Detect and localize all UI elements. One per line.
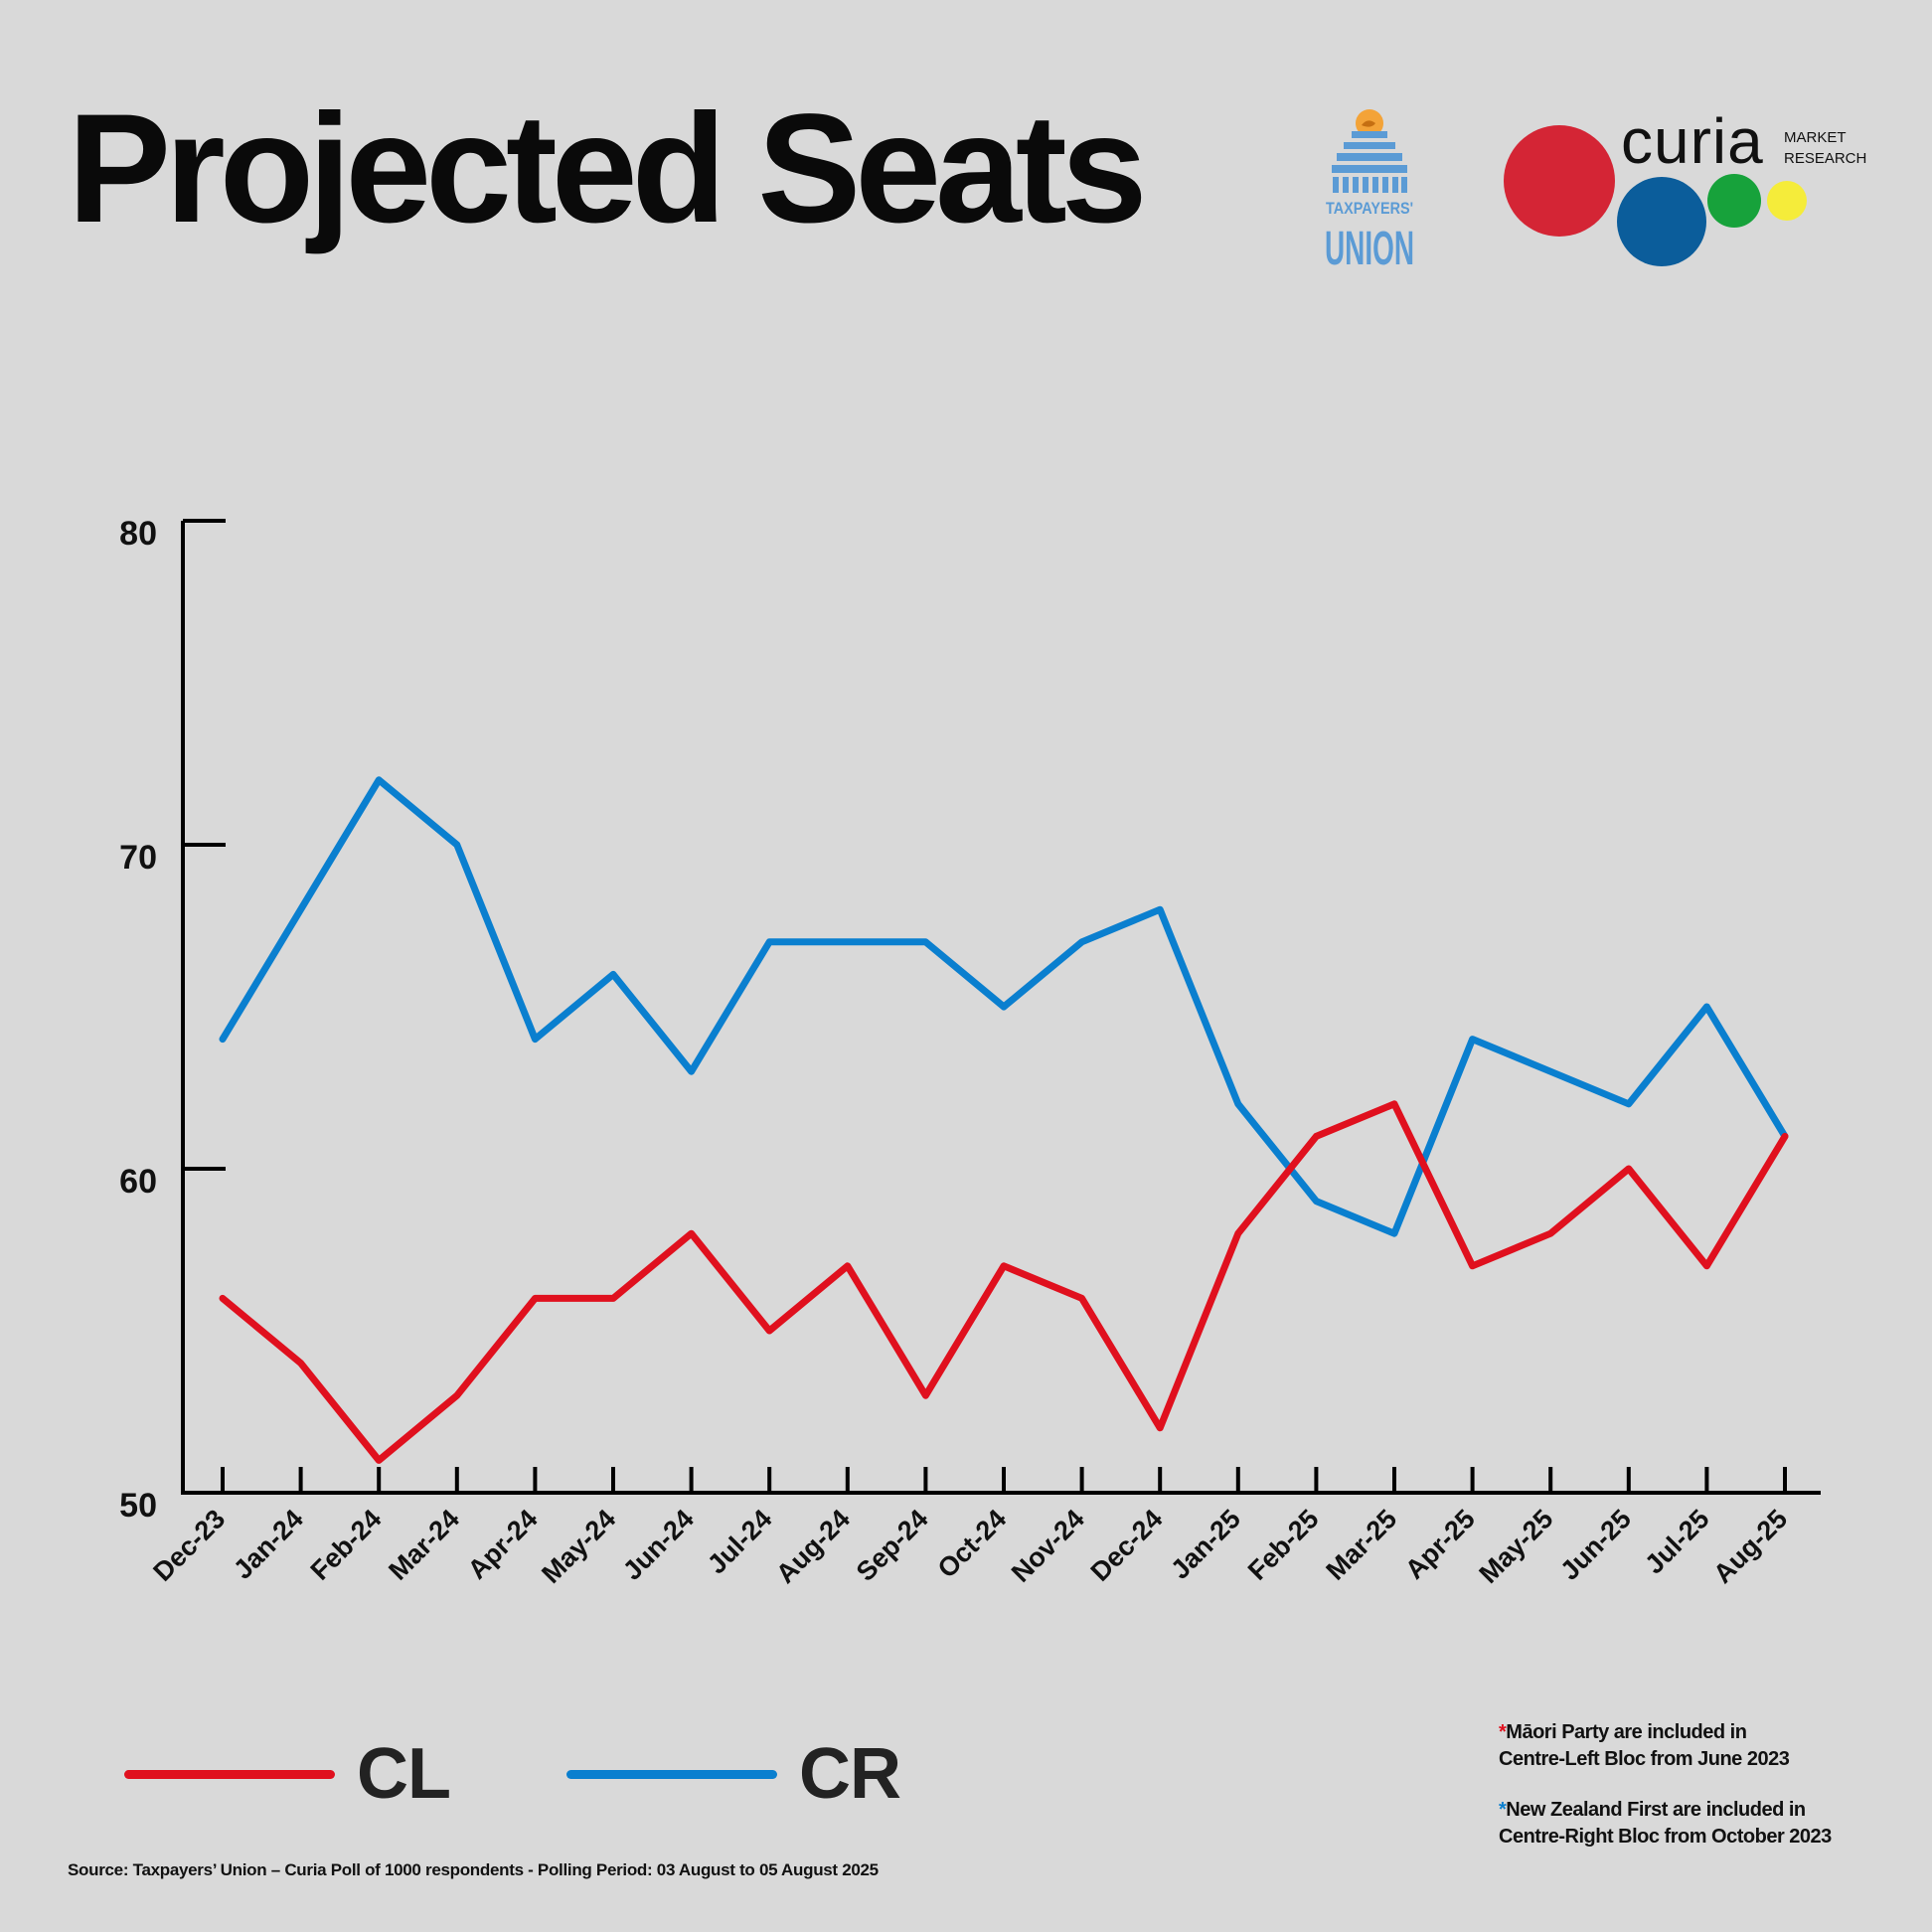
taxpayers-union-logo: TAXPAYERS' UNION: [1325, 109, 1414, 274]
x-tick-label: Dec-24: [1085, 1504, 1169, 1587]
x-tick-label: Feb-24: [305, 1504, 388, 1586]
x-tick-label: Apr-24: [462, 1504, 544, 1585]
x-tick-label: Oct-24: [932, 1504, 1013, 1584]
y-tick-label: 80: [119, 515, 157, 553]
legend-item-cr: CR: [566, 1729, 901, 1819]
source-note: Source: Taxpayers’ Union – Curia Poll of…: [68, 1860, 879, 1879]
tu-logo-line1: TAXPAYERS': [1326, 199, 1413, 218]
curia-red-dot-icon: [1504, 125, 1615, 237]
x-tick-label: Mar-25: [1320, 1504, 1402, 1586]
footnote-star: *: [1499, 1799, 1507, 1821]
x-tick-label: Sep-24: [851, 1504, 934, 1587]
x-tick-label: Mar-24: [383, 1504, 465, 1586]
y-tick-label: 50: [119, 1487, 157, 1525]
x-tick-label: Feb-25: [1242, 1504, 1325, 1586]
curia-logo: curia MARKET RESEARCH: [1504, 109, 1866, 266]
x-tick-label: Dec-23: [147, 1504, 231, 1587]
x-tick-label: May-24: [536, 1504, 621, 1589]
series-lines: [219, 776, 1789, 1464]
x-tick-label: Nov-24: [1006, 1504, 1090, 1588]
footnote-2-line-2: Centre-Right Bloc from October 2023: [1499, 1826, 1832, 1848]
footnotes: *Māori Party are included in Centre-Left…: [1499, 1719, 1916, 1874]
x-tick-label: Jan-25: [1165, 1504, 1246, 1585]
footnote-nz-first: *New Zealand First are included in Centr…: [1499, 1797, 1916, 1851]
series-line-cl: [219, 1100, 1789, 1464]
y-tick-label: 60: [119, 1163, 157, 1201]
x-tick-label: Aug-24: [770, 1504, 856, 1589]
curia-wordmark: curia: [1621, 109, 1764, 177]
x-tick-label: Jul-25: [1639, 1504, 1714, 1579]
legend-label-cr: CR: [799, 1734, 901, 1814]
y-axis-labels: 50 60 70 80: [119, 515, 157, 1525]
chart-legend: CL CR: [124, 1729, 1019, 1819]
x-tick-label: Apr-25: [1399, 1504, 1481, 1585]
curia-tag-line2: RESEARCH: [1784, 150, 1866, 167]
page-title: Projected Seats: [68, 82, 1148, 255]
curia-green-dot-icon: [1707, 174, 1761, 228]
footnote-1-line-1: Māori Party are included in: [1506, 1721, 1747, 1743]
tu-logo-line2: UNION: [1325, 223, 1414, 274]
x-tick-label: Aug-25: [1707, 1504, 1793, 1589]
legend-swatch-cr: [566, 1769, 777, 1779]
x-tick-label: Jun-24: [617, 1504, 700, 1586]
chart-axes: [181, 519, 1821, 1495]
curia-yellow-dot-icon: [1767, 181, 1807, 221]
legend-item-cl: CL: [124, 1729, 451, 1819]
y-tick-label: 70: [119, 839, 157, 877]
footnote-star: *: [1499, 1721, 1507, 1743]
footnote-2-line-1: New Zealand First are included in: [1506, 1799, 1806, 1821]
x-axis-labels: Dec-23Jan-24Feb-24Mar-24Apr-24May-24Jun-…: [147, 1504, 1793, 1589]
x-tick-label: Jul-24: [702, 1504, 777, 1579]
x-tick-label: Jun-25: [1554, 1504, 1637, 1586]
curia-tag-line1: MARKET: [1784, 129, 1847, 146]
footnote-1-line-2: Centre-Left Bloc from June 2023: [1499, 1748, 1790, 1770]
curia-blue-dot-icon: [1617, 177, 1706, 266]
legend-label-cl: CL: [357, 1734, 451, 1814]
legend-swatch-cl: [124, 1769, 335, 1779]
x-tick-label: Jan-24: [228, 1504, 309, 1585]
footnote-maori-party: *Māori Party are included in Centre-Left…: [1499, 1719, 1916, 1773]
x-tick-label: May-25: [1473, 1504, 1558, 1589]
series-line-cr: [219, 776, 1789, 1237]
